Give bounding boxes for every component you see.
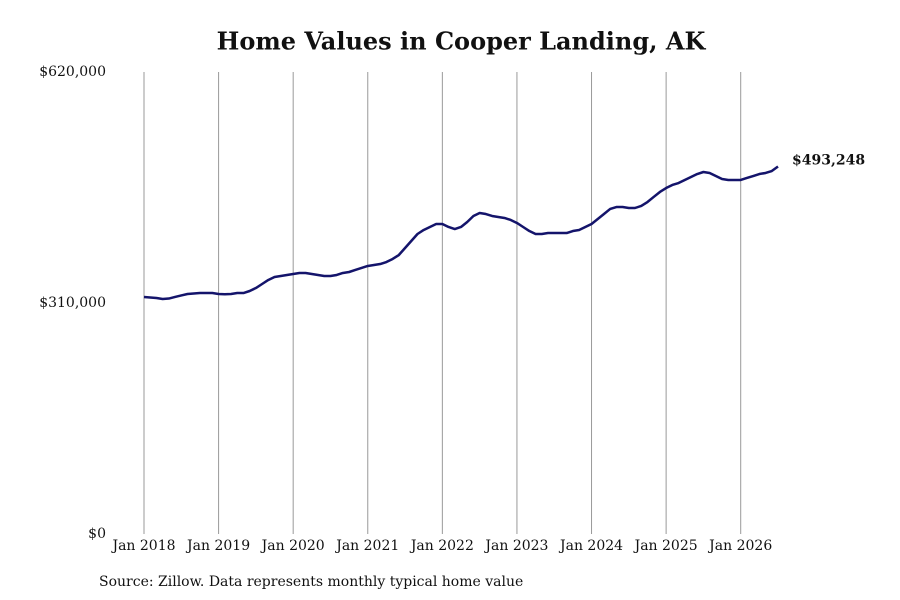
x-tick-label: Jan 2021 <box>334 538 399 554</box>
x-tick-label: Jan 2026 <box>707 538 772 554</box>
x-tick-label: Jan 2022 <box>409 538 474 554</box>
x-tick-label: Jan 2024 <box>558 538 623 554</box>
x-tick-label: Jan 2019 <box>185 538 250 554</box>
x-tick-label: Jan 2025 <box>633 538 698 554</box>
x-tick-label: Jan 2020 <box>260 538 325 554</box>
y-tick-label: $310,000 <box>39 295 106 311</box>
value-label: $493,248 <box>792 152 865 168</box>
line <box>143 165 779 301</box>
chart-title: Home Values in Cooper Landing, AK <box>217 27 707 56</box>
y-tick-label: $0 <box>88 526 106 542</box>
x-tick-label: Jan 2023 <box>483 538 548 554</box>
x-tick-label: Jan 2018 <box>110 538 175 554</box>
y-tick-label: $620,000 <box>39 64 106 80</box>
source-note: Source: Zillow. Data represents monthly … <box>99 574 523 590</box>
